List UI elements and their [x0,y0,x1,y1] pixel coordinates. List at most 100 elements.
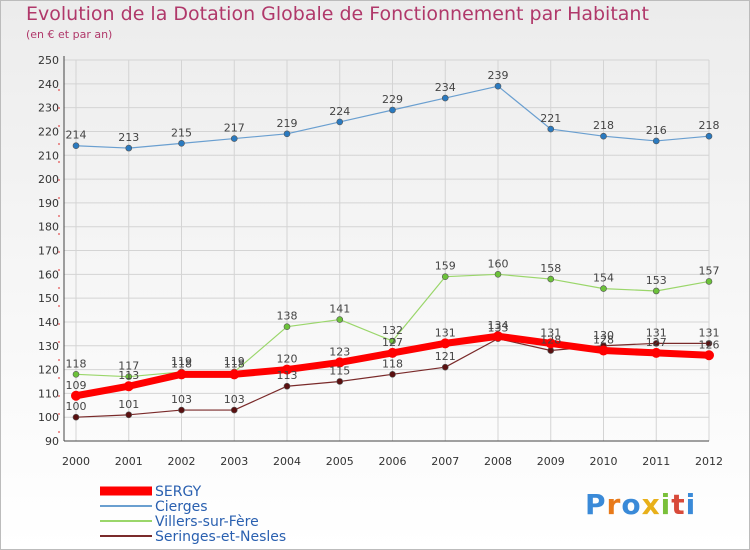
data-point [652,137,660,145]
data-point [494,271,502,278]
legend-swatch [100,535,152,537]
data-label: 113 [118,369,139,382]
data-label: 117 [118,360,139,373]
data-point [125,411,133,419]
x-tick-label: 2002 [168,455,196,468]
data-label: 118 [224,357,245,370]
data-label: 101 [118,398,139,411]
data-label: 214 [66,129,87,142]
data-point [125,144,133,152]
data-label: 131 [646,326,667,339]
logo-letter: x [641,488,661,521]
data-label: 131 [540,326,561,339]
data-label: 153 [646,274,667,287]
data-point [705,278,713,285]
data-point [545,338,556,349]
legend-label: Seringes-et-Nesles [155,529,286,545]
data-label: 128 [593,334,614,347]
x-tick-label: 2011 [642,455,670,468]
data-label: 134 [488,319,509,332]
legend-swatch [100,520,152,522]
data-label: 130 [593,329,614,342]
logo-letter: o [621,488,642,521]
data-point [230,135,238,142]
data-label: 127 [646,336,667,349]
y-tick-label: 150 [38,292,59,305]
data-point [283,382,291,390]
legend-swatch [100,505,152,507]
data-label: 132 [382,324,403,337]
x-tick-label: 2004 [273,455,301,468]
data-label: 128 [540,334,561,347]
x-tick-label: 2008 [484,455,512,468]
data-point [441,273,449,280]
legend-swatch [100,486,152,496]
data-point [441,94,449,102]
data-label: 126 [699,338,720,351]
data-label: 109 [66,379,87,392]
data-label: 229 [382,93,403,106]
y-tick-label: 190 [38,197,59,210]
data-point [283,130,291,138]
y-tick-label: 130 [38,340,59,353]
data-point [493,331,503,342]
data-label: 215 [171,126,192,139]
data-label: 234 [435,81,456,94]
data-point [652,340,660,347]
data-label: 219 [277,117,298,130]
data-label: 239 [488,69,509,82]
data-label: 115 [329,364,350,377]
y-tick-label: 180 [38,221,59,234]
data-point [598,345,609,356]
data-point [336,316,344,323]
legend-label: Villers-sur-Fère [155,514,259,530]
data-point [704,350,714,361]
data-point [600,285,607,292]
data-point [178,140,185,147]
data-label: 131 [699,326,720,339]
data-label: 118 [382,357,403,370]
x-tick-label: 2000 [62,455,90,468]
data-point [387,347,398,358]
y-tick-label: 90 [45,435,59,448]
data-label: 221 [540,112,561,125]
data-label: 103 [224,393,245,406]
data-label: 138 [277,310,298,323]
data-label: 118 [66,357,87,370]
data-label: 119 [224,355,245,368]
chart-title: Evolution de la Dotation Globale de Fonc… [26,3,649,25]
x-tick-label: 2005 [326,455,354,468]
x-tick-label: 2001 [115,455,143,468]
data-point [72,371,80,378]
data-label: 217 [224,122,245,135]
data-label: 224 [329,105,350,118]
data-point [547,275,555,283]
data-label: 123 [329,345,350,358]
x-tick-label: 2006 [379,455,407,468]
y-tick-label: 110 [38,387,59,400]
data-label: 159 [435,260,456,273]
data-point [547,125,555,133]
data-label: 118 [171,357,192,370]
data-point [282,364,292,375]
data-point [705,340,713,347]
data-point [283,323,291,331]
data-label: 133 [488,322,509,335]
data-label: 127 [382,336,403,349]
data-point [440,338,451,349]
data-point [72,142,80,150]
data-point [123,381,134,392]
legend-label: Cierges [155,499,208,515]
data-label: 119 [171,355,192,368]
data-point [705,132,713,140]
logo-letter: r [606,488,622,521]
data-label: 121 [435,350,456,363]
data-point [229,369,240,380]
data-point [652,287,660,295]
chart-subtitle: (en € et par an) [26,28,113,41]
y-tick-label: 220 [38,125,59,138]
y-tick-label: 230 [38,102,59,115]
data-point [651,347,662,358]
legend-label: SERGY [155,484,202,500]
